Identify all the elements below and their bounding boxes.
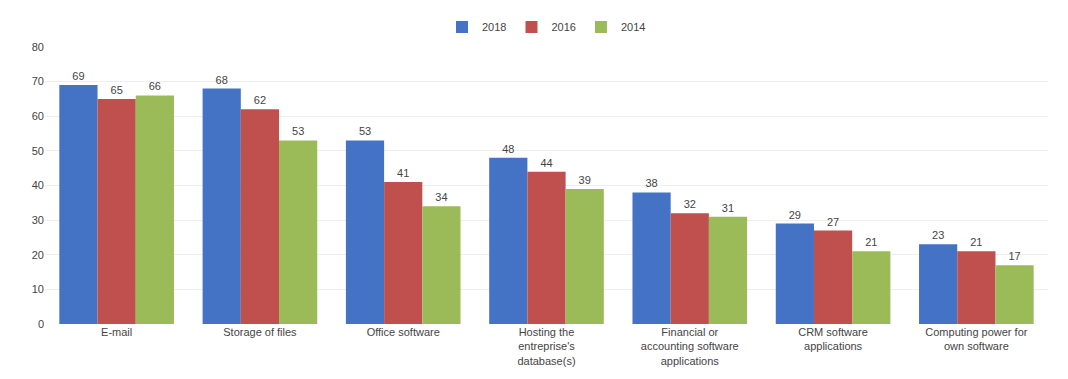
svg-text:41: 41 — [397, 167, 409, 179]
svg-text:CRM softwareapplications: CRM softwareapplications — [798, 326, 868, 352]
svg-text:62: 62 — [254, 94, 266, 106]
svg-text:53: 53 — [359, 125, 371, 137]
svg-text:40: 40 — [32, 179, 44, 191]
svg-text:20: 20 — [32, 249, 44, 261]
svg-text:69: 69 — [72, 70, 84, 82]
svg-text:Hosting theentreprise'sdatabas: Hosting theentreprise'sdatabase(s) — [517, 326, 575, 367]
svg-text:66: 66 — [149, 80, 161, 92]
svg-text:21: 21 — [970, 236, 982, 248]
svg-text:29: 29 — [789, 209, 801, 221]
svg-text:2016: 2016 — [551, 21, 575, 33]
svg-text:80: 80 — [32, 41, 44, 53]
svg-text:48: 48 — [502, 143, 514, 155]
svg-text:38: 38 — [645, 177, 657, 189]
svg-text:34: 34 — [435, 191, 447, 203]
svg-text:2014: 2014 — [621, 21, 645, 33]
svg-text:31: 31 — [722, 202, 734, 214]
svg-text:17: 17 — [1008, 250, 1020, 262]
svg-text:50: 50 — [32, 145, 44, 157]
svg-text:68: 68 — [216, 74, 228, 86]
svg-text:Computing power forown softwar: Computing power forown software — [925, 326, 1027, 352]
svg-text:32: 32 — [684, 198, 696, 210]
svg-text:60: 60 — [32, 110, 44, 122]
svg-text:2018: 2018 — [482, 21, 506, 33]
svg-text:65: 65 — [111, 84, 123, 96]
svg-text:30: 30 — [32, 214, 44, 226]
svg-text:23: 23 — [932, 229, 944, 241]
svg-text:Storage of files: Storage of files — [223, 326, 297, 338]
svg-text:10: 10 — [32, 283, 44, 295]
svg-text:39: 39 — [579, 174, 591, 186]
svg-text:27: 27 — [827, 216, 839, 228]
svg-text:21: 21 — [865, 236, 877, 248]
svg-text:Financial oraccounting softwar: Financial oraccounting softwareapplicati… — [641, 326, 739, 367]
svg-text:Office software: Office software — [367, 326, 440, 338]
svg-text:53: 53 — [292, 125, 304, 137]
svg-text:0: 0 — [38, 318, 44, 330]
svg-text:E-mail: E-mail — [101, 326, 132, 338]
svg-text:44: 44 — [540, 157, 552, 169]
svg-text:70: 70 — [32, 75, 44, 87]
